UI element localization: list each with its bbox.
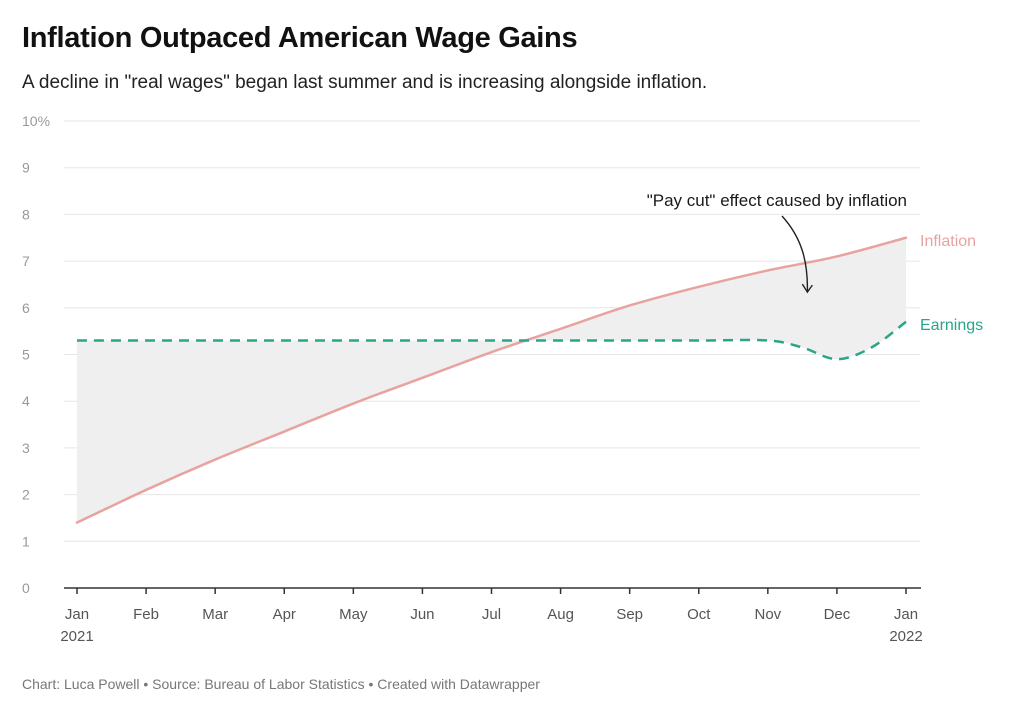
series-line-earnings: [77, 320, 907, 361]
y-tick-label-4: 4: [22, 393, 30, 409]
y-tick-label-6: 6: [22, 300, 30, 316]
x-tick-year-12: 2022: [889, 628, 922, 645]
series-lines: [75, 236, 908, 524]
y-tick-label-8: 8: [22, 206, 30, 222]
x-tick-label-2: Mar: [202, 606, 228, 623]
y-tick-label-10: 10%: [22, 113, 50, 129]
shaded-gap-area: [77, 237, 906, 523]
x-tick-label-6: Jul: [482, 606, 501, 623]
x-tick-year-0: 2021: [60, 628, 93, 645]
y-tick-label-9: 9: [22, 160, 30, 176]
y-axis-labels: 0 1 2 3 4 5 6 7 8 9 10%: [22, 113, 50, 596]
x-tick-label-3: Apr: [273, 606, 296, 623]
pay-cut-area: [77, 237, 906, 523]
y-tick-label-5: 5: [22, 347, 30, 363]
annotation-text: "Pay cut" effect caused by inflation: [647, 191, 907, 210]
x-axis: [64, 587, 921, 594]
x-tick-label-11: Dec: [824, 606, 851, 623]
chart-title: Inflation Outpaced American Wage Gains: [22, 22, 578, 54]
annotation-arrowhead: [801, 283, 813, 294]
annotation-arrow: [781, 215, 809, 293]
x-tick-label-9: Oct: [687, 606, 711, 623]
x-tick-label-8: Sep: [616, 606, 643, 623]
x-tick-label-7: Aug: [547, 606, 574, 623]
series-labels: Inflation Earnings: [920, 233, 983, 334]
y-tick-label-7: 7: [22, 253, 30, 269]
x-tick-label-5: Jun: [410, 606, 434, 623]
series-label-earnings: Earnings: [920, 317, 983, 334]
x-tick-label-12: Jan: [894, 606, 918, 623]
series-line-inflation: [75, 236, 908, 524]
x-tick-label-4: May: [339, 606, 368, 623]
chart-subtitle: A decline in "real wages" began last sum…: [22, 72, 708, 93]
x-tick-label-0: Jan: [65, 606, 89, 623]
series-label-inflation: Inflation: [920, 233, 976, 250]
annotation: "Pay cut" effect caused by inflation: [647, 191, 907, 294]
x-axis-labels: Jan 2021 Feb Mar Apr May Jun Jul Aug Sep Oct Nov Dec…: [60, 606, 922, 645]
y-tick-label-3: 3: [22, 440, 30, 456]
y-tick-label-0: 0: [22, 580, 30, 596]
y-tick-label-2: 2: [22, 487, 30, 503]
y-tick-label-1: 1: [22, 533, 30, 549]
x-tick-label-1: Feb: [133, 606, 159, 623]
grid-lines: [64, 120, 920, 542]
chart-footer: Chart: Luca Powell • Source: Bureau of L…: [22, 676, 540, 692]
x-tick-label-10: Nov: [754, 606, 781, 623]
